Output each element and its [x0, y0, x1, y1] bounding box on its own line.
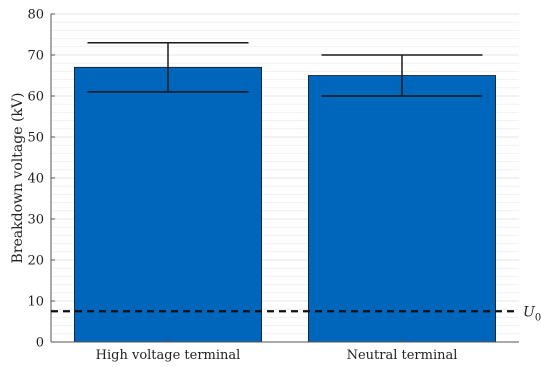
bars-layer: [74, 41, 496, 343]
y-tick-label: 50: [27, 131, 44, 146]
axes-layer: [50, 13, 519, 343]
labels-layer: 0 10 20 30 40 50 60 70 80 High voltage terminal Ne…: [27, 8, 541, 364]
y-tick-label: 10: [27, 295, 44, 310]
bar-1: [74, 66, 262, 343]
x-category-label: High voltage terminal: [96, 348, 241, 363]
bar-2: [307, 75, 496, 343]
y-tick-label: 80: [27, 8, 44, 23]
y-axis-title: Breakdown voltage (kV): [10, 93, 26, 264]
y-tick-label: 70: [27, 49, 44, 64]
y-tick-label: 40: [27, 172, 44, 187]
y-tick-label: 20: [27, 254, 44, 269]
reference-line-label: U0: [523, 304, 541, 323]
y-tick-label: 60: [27, 90, 44, 105]
y-tick-label: 30: [27, 213, 44, 228]
y-tick-label: 0: [36, 336, 44, 351]
x-category-label: Neutral terminal: [347, 348, 458, 363]
